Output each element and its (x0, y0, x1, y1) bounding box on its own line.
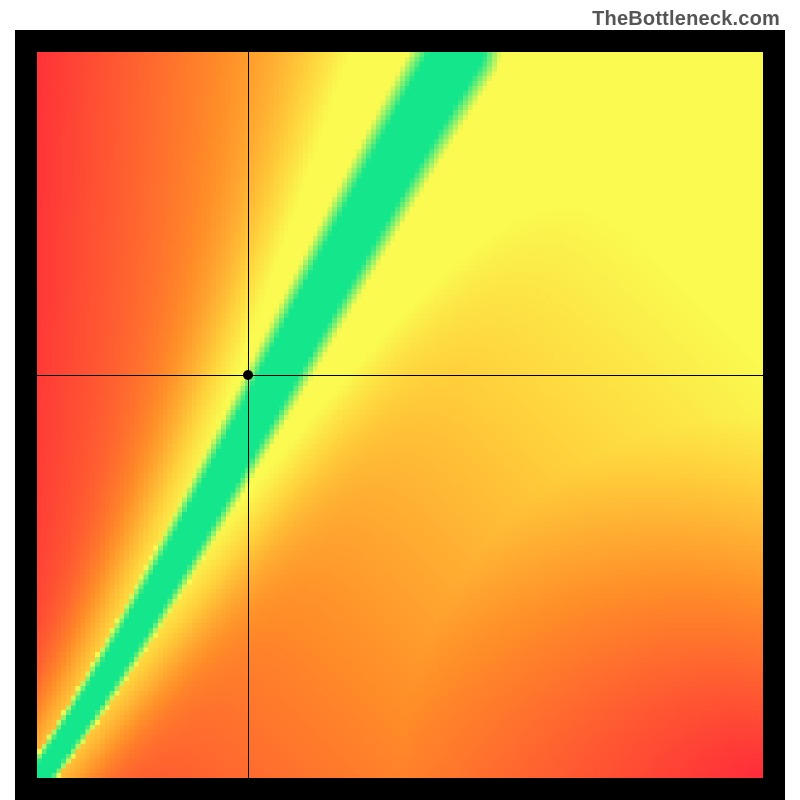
crosshair-vertical (248, 52, 249, 778)
watermark-text: TheBottleneck.com (592, 8, 780, 31)
marker-dot (243, 370, 253, 380)
chart-container: TheBottleneck.com (0, 0, 800, 800)
heatmap-canvas (37, 52, 763, 778)
crosshair-horizontal (37, 375, 763, 376)
